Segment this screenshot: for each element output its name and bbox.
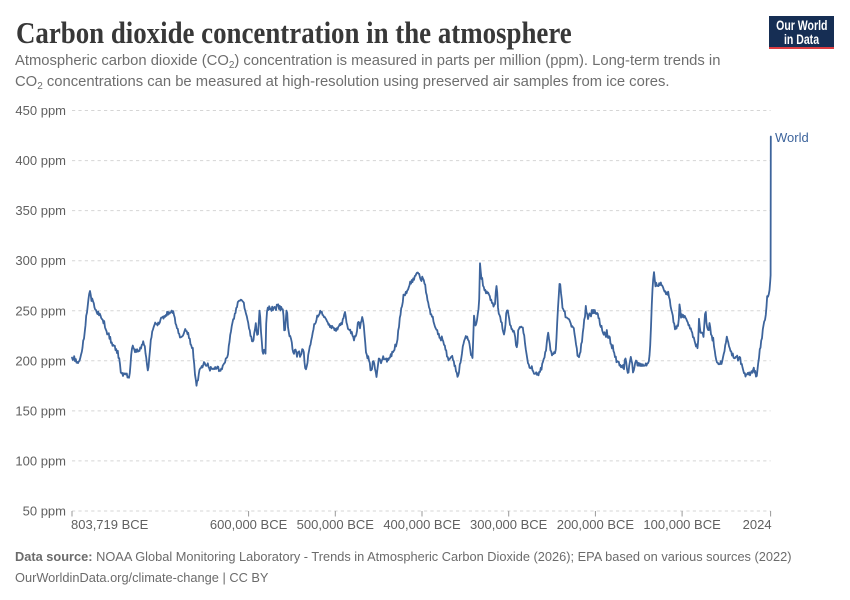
svg-text:600,000 BCE: 600,000 BCE [210, 517, 288, 532]
svg-text:50 ppm: 50 ppm [23, 504, 66, 519]
svg-text:250 ppm: 250 ppm [15, 303, 66, 318]
svg-text:400 ppm: 400 ppm [15, 153, 66, 168]
svg-text:350 ppm: 350 ppm [15, 203, 66, 218]
svg-text:150 ppm: 150 ppm [15, 403, 66, 418]
svg-text:200 ppm: 200 ppm [15, 353, 66, 368]
svg-text:2024: 2024 [743, 517, 772, 532]
svg-text:300 ppm: 300 ppm [15, 253, 66, 268]
svg-text:World: World [775, 130, 809, 145]
svg-text:200,000 BCE: 200,000 BCE [557, 517, 635, 532]
svg-text:100,000 BCE: 100,000 BCE [643, 517, 721, 532]
svg-text:450 ppm: 450 ppm [15, 103, 66, 118]
svg-text:100 ppm: 100 ppm [15, 453, 66, 468]
svg-text:500,000 BCE: 500,000 BCE [297, 517, 375, 532]
svg-text:803,719 BCE: 803,719 BCE [71, 517, 149, 532]
svg-text:300,000 BCE: 300,000 BCE [470, 517, 548, 532]
svg-text:400,000 BCE: 400,000 BCE [383, 517, 461, 532]
